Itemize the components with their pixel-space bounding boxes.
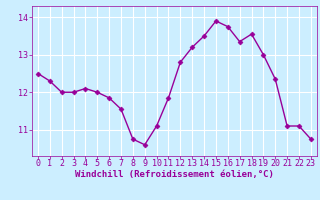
X-axis label: Windchill (Refroidissement éolien,°C): Windchill (Refroidissement éolien,°C) [75, 170, 274, 179]
